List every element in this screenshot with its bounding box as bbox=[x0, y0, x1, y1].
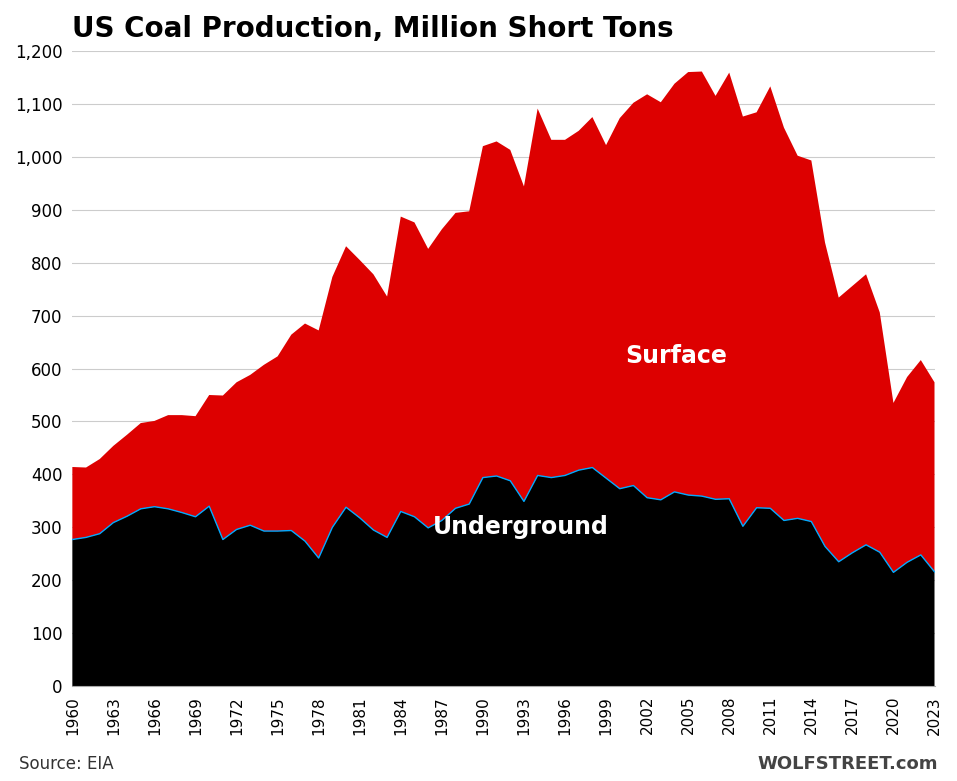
Text: Underground: Underground bbox=[433, 515, 609, 540]
Text: WOLFSTREET.com: WOLFSTREET.com bbox=[757, 755, 938, 773]
Text: US Coal Production, Million Short Tons: US Coal Production, Million Short Tons bbox=[73, 15, 674, 43]
Text: Surface: Surface bbox=[625, 344, 726, 368]
Text: Source: EIA: Source: EIA bbox=[19, 755, 114, 773]
